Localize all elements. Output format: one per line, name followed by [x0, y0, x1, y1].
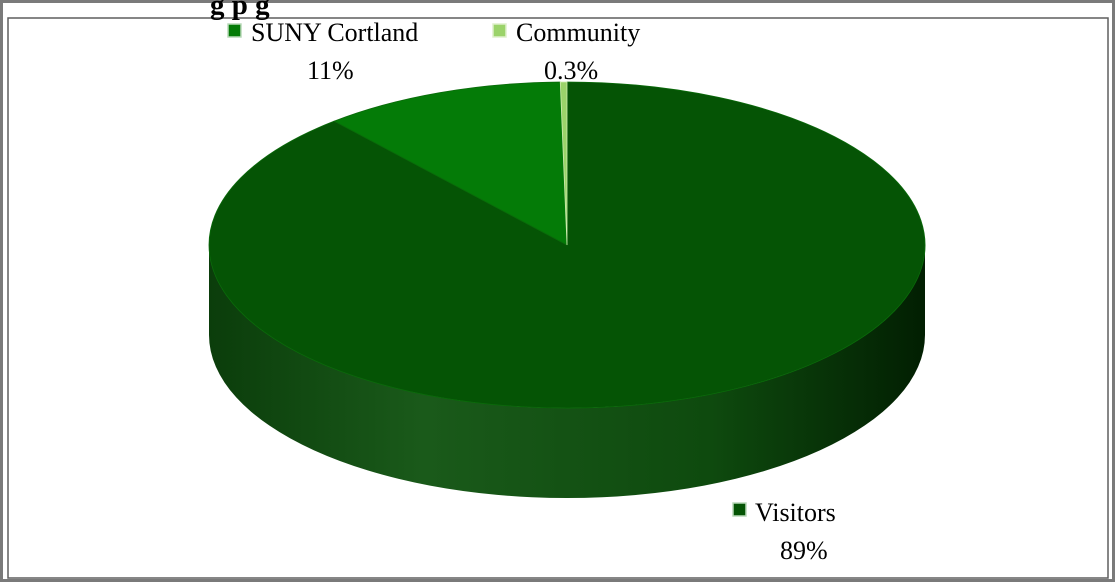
legend-marker-suny-cortland — [227, 23, 242, 38]
data-label-suny-cortland: 11% — [307, 56, 354, 85]
label-suny-cortland: SUNY Cortland 11% — [227, 18, 418, 85]
pie-slice-community — [559, 81, 568, 246]
data-label-community: 0.3% — [544, 56, 598, 85]
pie-side — [209, 245, 925, 498]
legend-name-visitors: Visitors — [755, 498, 836, 527]
pie-slice-suny-cortland — [333, 81, 568, 246]
legend-marker-community — [492, 23, 507, 38]
label-visitors: Visitors 89% — [732, 498, 836, 565]
chart-title: g p g — [210, 0, 270, 21]
legend-marker-visitors — [732, 502, 747, 517]
data-label-visitors: 89% — [780, 536, 828, 565]
pie-side-band — [209, 245, 925, 498]
legend-name-suny-cortland: SUNY Cortland — [251, 18, 418, 47]
legend-name-community: Community — [516, 18, 640, 47]
label-community: Community 0.3% — [492, 18, 640, 85]
pie-top — [208, 81, 926, 409]
